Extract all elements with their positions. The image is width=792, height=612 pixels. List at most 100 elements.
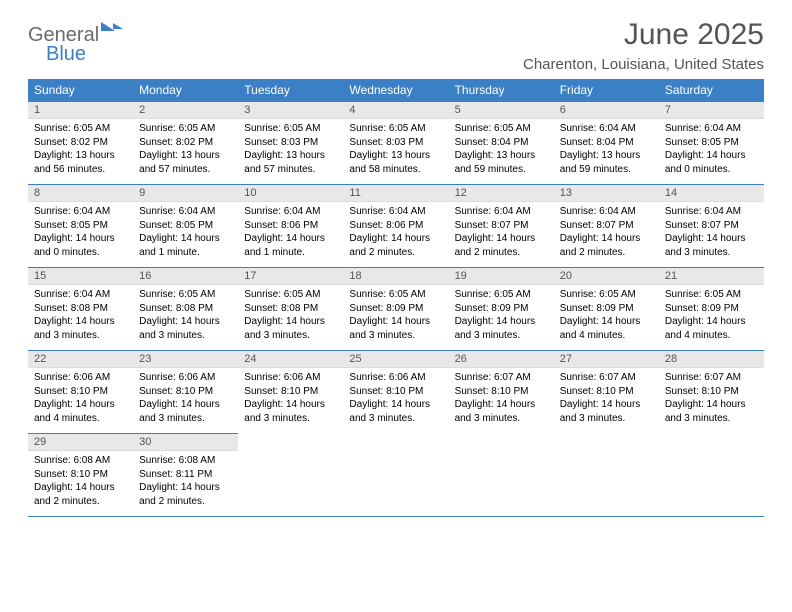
day-number: 25 [343,351,448,368]
sunrise-line: Sunrise: 6:04 AM [560,205,653,219]
sunset-line: Sunset: 8:06 PM [349,219,442,233]
daylight-line: Daylight: 13 hours and 56 minutes. [34,149,127,176]
weekday-header: Sunday [28,79,133,102]
day-details: Sunrise: 6:04 AMSunset: 8:05 PMDaylight:… [28,202,133,267]
sunrise-line: Sunrise: 6:05 AM [244,122,337,136]
sunrise-line: Sunrise: 6:05 AM [455,288,548,302]
day-details: Sunrise: 6:04 AMSunset: 8:07 PMDaylight:… [659,202,764,267]
day-number: 26 [449,351,554,368]
day-number: 11 [343,185,448,202]
daylight-line: Daylight: 14 hours and 1 minute. [139,232,232,259]
sunset-line: Sunset: 8:10 PM [244,385,337,399]
daylight-line: Daylight: 14 hours and 3 minutes. [665,232,758,259]
calendar-cell: 28Sunrise: 6:07 AMSunset: 8:10 PMDayligh… [659,351,764,434]
day-number: 7 [659,102,764,119]
daylight-line: Daylight: 13 hours and 57 minutes. [244,149,337,176]
weekday-header: Saturday [659,79,764,102]
day-details: Sunrise: 6:06 AMSunset: 8:10 PMDaylight:… [28,368,133,433]
day-number: 30 [133,434,238,451]
day-details: Sunrise: 6:08 AMSunset: 8:10 PMDaylight:… [28,451,133,516]
calendar-cell: 27Sunrise: 6:07 AMSunset: 8:10 PMDayligh… [554,351,659,434]
sunset-line: Sunset: 8:02 PM [139,136,232,150]
daylight-line: Daylight: 14 hours and 3 minutes. [349,315,442,342]
day-number: 1 [28,102,133,119]
calendar-cell [659,434,764,517]
calendar-cell: 23 Sunrise: 6:06 AMSunset: 8:10 PMDayligh… [133,351,238,434]
day-details: Sunrise: 6:05 AMSunset: 8:03 PMDaylight:… [343,119,448,184]
calendar-cell: 29Sunrise: 6:08 AMSunset: 8:10 PMDayligh… [28,434,133,517]
sunset-line: Sunset: 8:09 PM [455,302,548,316]
sunrise-line: Sunrise: 6:08 AM [139,454,232,468]
calendar-cell: 15Sunrise: 6:04 AMSunset: 8:08 PMDayligh… [28,268,133,351]
sunset-line: Sunset: 8:10 PM [665,385,758,399]
calendar-cell [238,434,343,517]
calendar-cell: 12Sunrise: 6:04 AMSunset: 8:07 PMDayligh… [449,185,554,268]
day-details: Sunrise: 6:05 AMSunset: 8:09 PMDaylight:… [659,285,764,350]
sunrise-line: Sunrise: 6:05 AM [34,122,127,136]
day-number: 9 [133,185,238,202]
day-number: 17 [238,268,343,285]
daylight-line: Daylight: 13 hours and 58 minutes. [349,149,442,176]
day-number: 10 [238,185,343,202]
calendar-week-row: 15Sunrise: 6:04 AMSunset: 8:08 PMDayligh… [28,268,764,351]
sunrise-line: Sunrise: 6:06 AM [139,371,232,385]
day-details: Sunrise: 6:05 AMSunset: 8:08 PMDaylight:… [238,285,343,350]
daylight-line: Daylight: 14 hours and 3 minutes. [139,315,232,342]
sunset-line: Sunset: 8:09 PM [349,302,442,316]
calendar-cell: 24Sunrise: 6:06 AMSunset: 8:10 PMDayligh… [238,351,343,434]
calendar-cell: 26Sunrise: 6:07 AMSunset: 8:10 PMDayligh… [449,351,554,434]
day-details: Sunrise: 6:05 AMSunset: 8:08 PMDaylight:… [133,285,238,350]
sunset-line: Sunset: 8:04 PM [455,136,548,150]
sunrise-line: Sunrise: 6:04 AM [244,205,337,219]
day-details: Sunrise: 6:07 AMSunset: 8:10 PMDaylight:… [659,368,764,433]
daylight-line: Daylight: 14 hours and 4 minutes. [665,315,758,342]
day-number: 14 [659,185,764,202]
daylight-line: Daylight: 14 hours and 3 minutes. [244,398,337,425]
day-details: Sunrise: 6:05 AMSunset: 8:09 PMDaylight:… [343,285,448,350]
daylight-line: Daylight: 14 hours and 2 minutes. [560,232,653,259]
calendar-cell: 25Sunrise: 6:06 AMSunset: 8:10 PMDayligh… [343,351,448,434]
day-number: 12 [449,185,554,202]
day-number: 19 [449,268,554,285]
sunrise-line: Sunrise: 6:04 AM [34,288,127,302]
day-number: 22 [28,351,133,368]
calendar-cell: 19Sunrise: 6:05 AMSunset: 8:09 PMDayligh… [449,268,554,351]
daylight-line: Daylight: 14 hours and 3 minutes. [139,398,232,425]
day-details: Sunrise: 6:06 AMSunset: 8:10 PMDaylight:… [238,368,343,433]
sunset-line: Sunset: 8:10 PM [139,385,232,399]
calendar-cell: 5Sunrise: 6:05 AMSunset: 8:04 PMDaylight… [449,102,554,185]
sunset-line: Sunset: 8:07 PM [560,219,653,233]
title-block: June 2025 Charenton, Louisiana, United S… [523,18,764,73]
day-details: Sunrise: 6:04 AMSunset: 8:06 PMDaylight:… [238,202,343,267]
day-details: Sunrise: 6:05 AMSunset: 8:09 PMDaylight:… [554,285,659,350]
calendar-cell: 17Sunrise: 6:05 AMSunset: 8:08 PMDayligh… [238,268,343,351]
sunset-line: Sunset: 8:08 PM [34,302,127,316]
daylight-line: Daylight: 14 hours and 3 minutes. [349,398,442,425]
daylight-line: Daylight: 14 hours and 4 minutes. [560,315,653,342]
sunrise-line: Sunrise: 6:04 AM [665,122,758,136]
sunset-line: Sunset: 8:09 PM [665,302,758,316]
daylight-line: Daylight: 14 hours and 2 minutes. [455,232,548,259]
sunset-line: Sunset: 8:02 PM [34,136,127,150]
sunrise-line: Sunrise: 6:04 AM [560,122,653,136]
day-number: 29 [28,434,133,451]
day-number: 28 [659,351,764,368]
sunset-line: Sunset: 8:05 PM [139,219,232,233]
daylight-line: Daylight: 14 hours and 0 minutes. [34,232,127,259]
calendar-cell: 6Sunrise: 6:04 AMSunset: 8:04 PMDaylight… [554,102,659,185]
day-details: Sunrise: 6:06 AMSunset: 8:10 PMDaylight:… [343,368,448,433]
day-number: 4 [343,102,448,119]
day-details: Sunrise: 6:04 AMSunset: 8:04 PMDaylight:… [554,119,659,184]
sunrise-line: Sunrise: 6:05 AM [560,288,653,302]
sunset-line: Sunset: 8:09 PM [560,302,653,316]
day-number: 23 [133,351,238,368]
sunset-line: Sunset: 8:10 PM [560,385,653,399]
sunset-line: Sunset: 8:08 PM [139,302,232,316]
sunset-line: Sunset: 8:04 PM [560,136,653,150]
daylight-line: Daylight: 14 hours and 3 minutes. [665,398,758,425]
page-header: General Blue June 2025 Charenton, Louisi… [28,18,764,73]
weekday-header: Wednesday [343,79,448,102]
calendar-cell: 3Sunrise: 6:05 AMSunset: 8:03 PMDaylight… [238,102,343,185]
calendar-cell: 11Sunrise: 6:04 AMSunset: 8:06 PMDayligh… [343,185,448,268]
calendar-table: SundayMondayTuesdayWednesdayThursdayFrid… [28,79,764,517]
